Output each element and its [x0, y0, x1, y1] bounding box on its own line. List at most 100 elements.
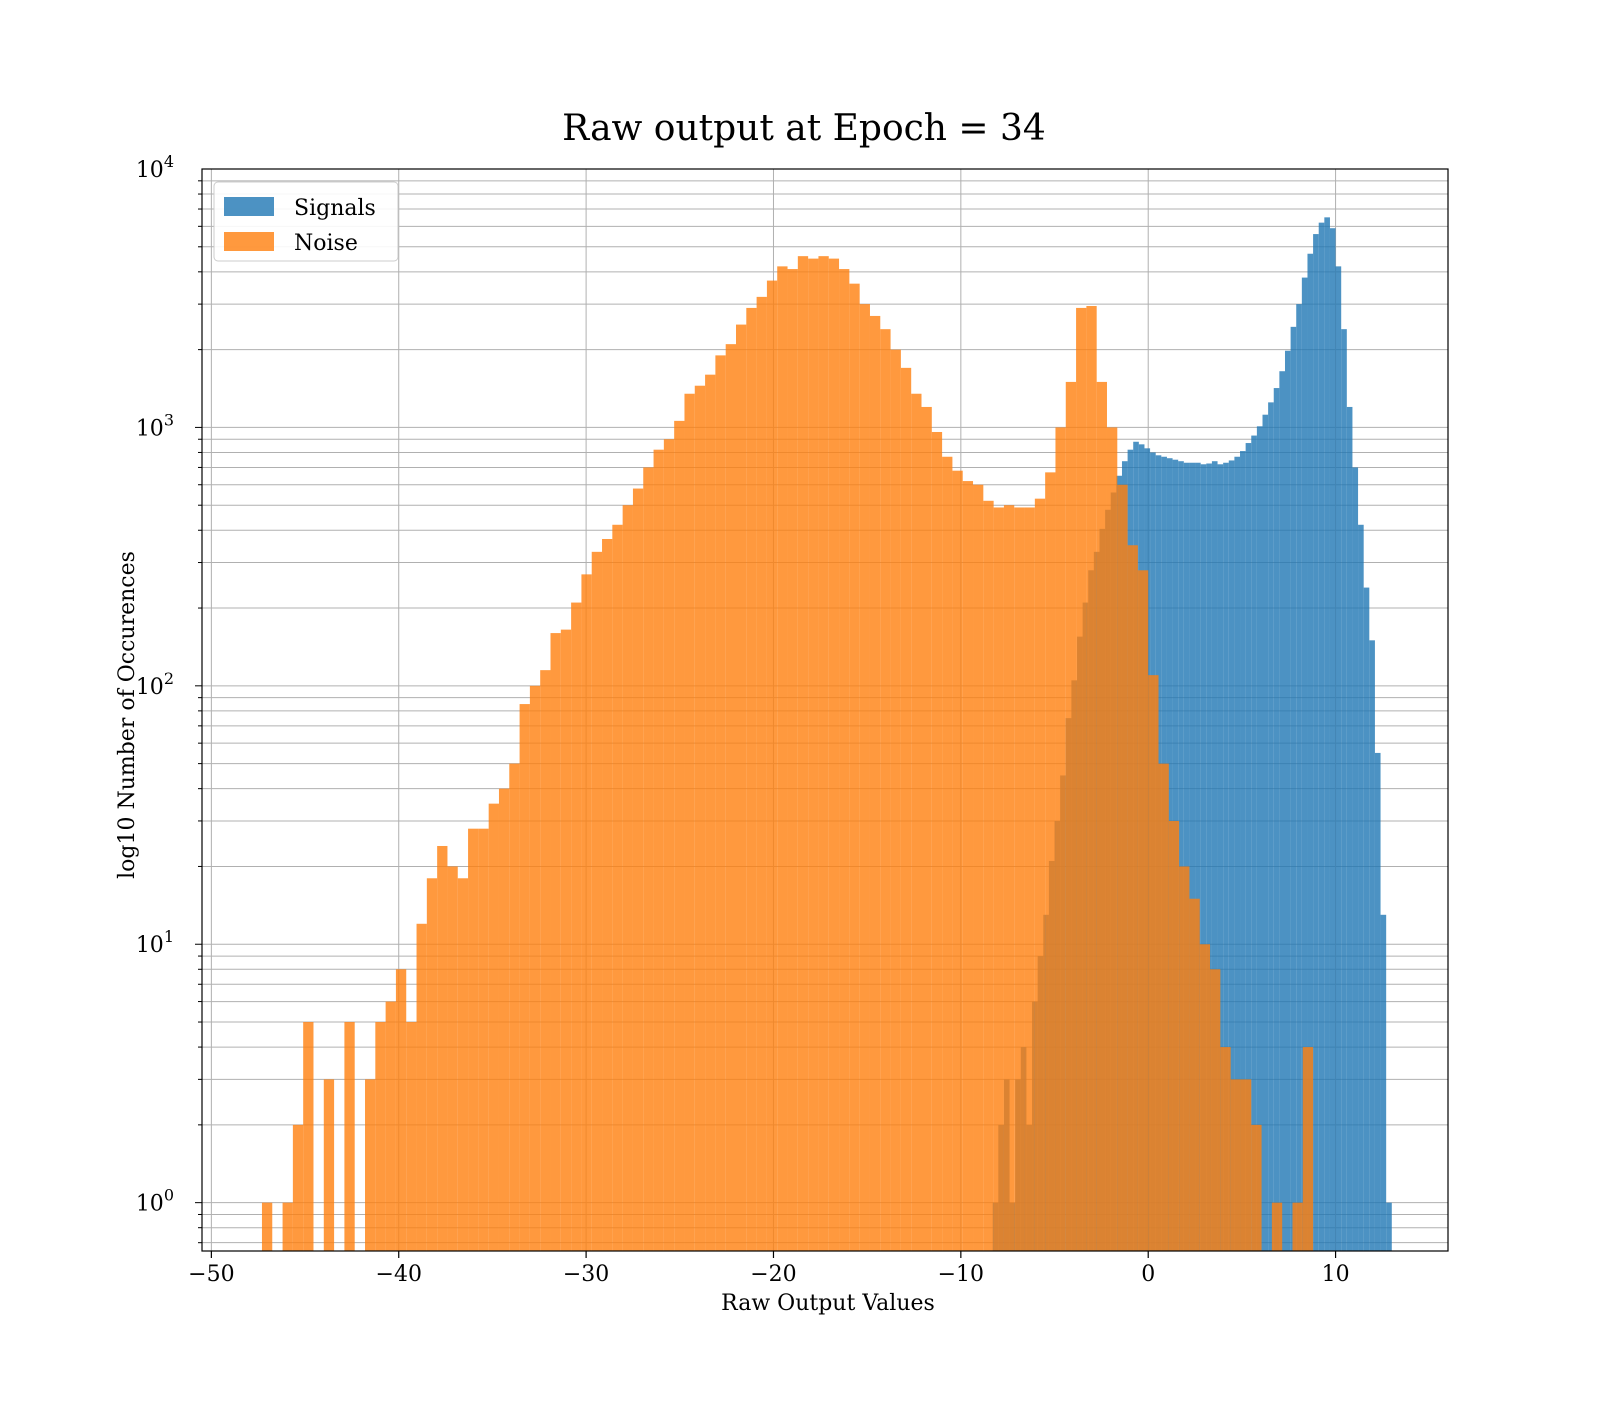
histogram-bar	[766, 280, 778, 1251]
histogram-bar	[1137, 570, 1149, 1251]
histogram-bar	[973, 484, 984, 1251]
histogram-bar	[540, 670, 551, 1251]
histogram-bar	[1106, 427, 1118, 1251]
histogram-bar	[725, 344, 736, 1252]
histogram-bar	[1127, 545, 1138, 1251]
histogram-bar	[1210, 969, 1221, 1251]
legend: Signals Noise	[213, 181, 399, 262]
legend-label-signals: Signals	[294, 196, 376, 221]
histogram-bar	[911, 393, 922, 1252]
histogram-bar	[437, 845, 448, 1251]
histogram-bar	[890, 349, 901, 1252]
histogram-bar	[859, 304, 870, 1251]
histogram-bar	[375, 1022, 386, 1251]
histogram-bar	[777, 266, 788, 1251]
histogram-bar	[1329, 228, 1336, 1251]
histogram-bar	[1055, 427, 1066, 1251]
histogram-bar	[303, 1022, 314, 1251]
histogram-bar	[292, 1124, 304, 1251]
histogram-bar	[1065, 381, 1077, 1252]
histogram-bar	[1003, 505, 1015, 1251]
histogram-bar	[365, 1079, 376, 1251]
histogram-bar	[602, 538, 613, 1251]
x-tick-label: −40	[376, 1262, 422, 1287]
histogram-bar	[1189, 462, 1196, 1251]
histogram-bar	[1271, 1202, 1283, 1251]
y-axis-label: log10 Number of Occurences	[115, 551, 140, 879]
histogram-bar	[478, 828, 489, 1251]
histogram-bar	[1245, 443, 1252, 1251]
histogram-bar	[1346, 406, 1353, 1252]
histogram-bar	[282, 1202, 293, 1251]
histogram-bar	[1034, 498, 1046, 1251]
histogram-bar	[900, 367, 912, 1251]
histogram-bar	[787, 269, 798, 1252]
histogram-bar	[952, 470, 963, 1251]
x-tick-label: 10	[1322, 1262, 1350, 1287]
histogram-bar	[921, 406, 932, 1252]
histogram-bar	[705, 374, 716, 1251]
histogram-bar	[1179, 866, 1190, 1251]
y-tick-label: 103	[136, 410, 174, 441]
histogram-bar	[1302, 1047, 1314, 1251]
histogram-bar	[1292, 1202, 1303, 1251]
legend-swatch-signals	[224, 197, 274, 216]
histogram-bar	[1386, 1202, 1392, 1251]
histogram-bar	[1256, 426, 1263, 1251]
y-tick-label: 101	[136, 927, 174, 958]
histogram-bar	[1273, 388, 1280, 1251]
histogram-bar	[1324, 217, 1330, 1252]
histogram-bar	[1168, 820, 1180, 1251]
histogram-bar	[1284, 350, 1291, 1252]
histogram-bar	[550, 633, 561, 1251]
histogram-bar	[1352, 467, 1359, 1251]
histogram-bar	[674, 420, 685, 1252]
histogram-bar	[715, 355, 726, 1251]
histogram-bar	[406, 1022, 417, 1251]
x-tick-label: −10	[938, 1262, 984, 1287]
histogram-bar	[1211, 461, 1218, 1251]
histogram-bar	[1369, 640, 1375, 1251]
histogram-bar	[1234, 456, 1241, 1251]
histogram-bar	[1296, 304, 1302, 1251]
histogram-bar	[581, 574, 592, 1251]
histogram-bar	[1251, 435, 1257, 1252]
histogram-bar	[684, 393, 695, 1252]
histogram-bar	[498, 788, 510, 1251]
histogram-bar	[1217, 464, 1224, 1252]
legend-swatch-noise	[224, 232, 274, 251]
x-tick-label: −30	[563, 1262, 609, 1287]
histogram-bar	[736, 324, 747, 1252]
histogram-bar	[344, 1022, 355, 1251]
histogram-bar	[1183, 462, 1190, 1251]
histogram-bar	[1301, 277, 1308, 1252]
histogram-bar	[653, 449, 664, 1251]
legend-label-noise: Noise	[294, 231, 358, 256]
histogram-bar	[529, 685, 541, 1251]
histogram-bar	[1335, 266, 1342, 1251]
histogram-bar	[509, 763, 520, 1251]
histogram-bar	[1223, 462, 1229, 1251]
histogram-bar	[1230, 1079, 1241, 1251]
histogram-bar	[1158, 763, 1169, 1251]
histogram-bar	[488, 803, 499, 1251]
histogram-bar	[1199, 944, 1211, 1251]
histogram-bar	[426, 878, 438, 1251]
histogram-bar	[1117, 484, 1128, 1251]
plot-frame	[201, 168, 1449, 1252]
histogram-bar	[993, 507, 1004, 1252]
histogram-bar	[1262, 414, 1269, 1252]
x-axis-label: Raw Output Values	[721, 1291, 935, 1316]
histogram-bar	[560, 629, 572, 1251]
series-noise-bars	[261, 256, 1314, 1252]
histogram-bar	[519, 704, 530, 1251]
histogram-bar	[1318, 222, 1325, 1251]
histogram-bar	[1341, 329, 1347, 1251]
histogram-bar	[323, 1079, 335, 1251]
x-tick-label: −50	[188, 1262, 234, 1287]
histogram-bar	[261, 1202, 273, 1251]
histogram-bar	[1240, 1079, 1252, 1251]
histogram-bar	[1195, 462, 1201, 1251]
